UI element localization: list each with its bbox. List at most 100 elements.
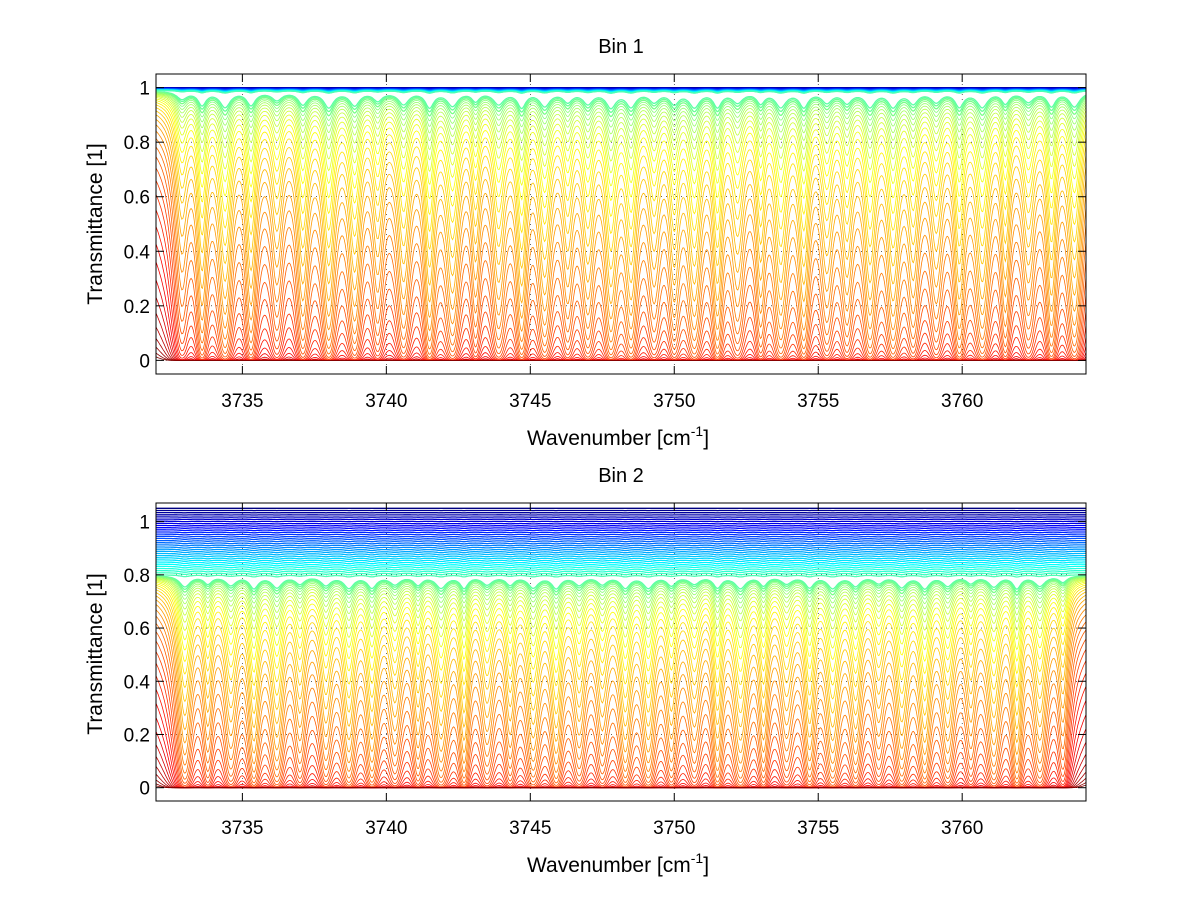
y-tick-label: 0.4 (124, 242, 151, 263)
panel-bin-1: Bin 1 3735 3740 3745 3750 3755 3760 0 0.2 0.4 0.… (84, 36, 1087, 450)
transmittance-series-line (156, 559, 1086, 563)
transmittance-series-line (156, 356, 1086, 361)
panel-2-plot-lines (156, 507, 1086, 789)
transmittance-series-line (156, 784, 1086, 789)
transmittance-series-line (156, 580, 1086, 641)
transmittance-series-line (156, 586, 1086, 688)
transmittance-series-line (156, 243, 1086, 361)
transmittance-series-line (156, 614, 1086, 774)
transmittance-series-line (156, 584, 1086, 675)
transmittance-series-line (156, 100, 1086, 202)
transmittance-series-line (156, 226, 1086, 361)
transmittance-series-line (156, 91, 1086, 113)
x-tick-label: 3740 (365, 391, 407, 412)
transmittance-series-line (156, 89, 1086, 94)
transmittance-series-line (156, 594, 1086, 731)
x-tick-label: 3740 (365, 818, 407, 839)
transmittance-series-line (156, 93, 1086, 135)
transmittance-series-line (156, 527, 1086, 530)
panel-2-title: Bin 2 (598, 465, 644, 487)
x-tick-label: 3760 (941, 391, 983, 412)
transmittance-series-line (156, 130, 1086, 333)
y-tick-label: 0.8 (124, 566, 150, 587)
transmittance-series-line (156, 576, 1086, 605)
y-tick-label: 0.6 (124, 619, 150, 640)
y-tick-label: 1 (139, 513, 150, 534)
transmittance-series-line (156, 575, 1086, 597)
transmittance-series-line (156, 114, 1086, 288)
panel-2-x-ticks: 3735 3740 3745 3750 3755 3760 (221, 503, 983, 839)
transmittance-series-line (156, 577, 1086, 616)
panel-1-x-ticks: 3735 3740 3745 3750 3755 3760 (221, 74, 983, 412)
transmittance-series-line (156, 575, 1086, 591)
transmittance-series-line (156, 542, 1086, 545)
transmittance-series-line (156, 588, 1086, 702)
transmittance-series-line (156, 102, 1086, 218)
transmittance-series-line (156, 563, 1086, 567)
transmittance-series-line (156, 629, 1086, 784)
transmittance-series-line (156, 180, 1086, 360)
transmittance-series-line (156, 98, 1086, 187)
transmittance-series-line (156, 537, 1086, 541)
y-tick-label: 0.2 (124, 725, 150, 746)
transmittance-series-line (156, 194, 1086, 361)
transmittance-series-line (156, 92, 1086, 122)
panel-bin-2: Bin 2 3735 3740 3745 3750 3755 3760 0 0.2 0.4 0.… (84, 465, 1087, 877)
transmittance-series-line (156, 146, 1086, 351)
transmittance-series-line (156, 209, 1086, 361)
transmittance-series-line (156, 539, 1086, 543)
transmittance-series-line (156, 520, 1086, 523)
panel-2-x-axis-label-sup: -1 (691, 850, 704, 866)
panel-1-y-ticks: 0 0.2 0.4 0.6 0.8 1 (124, 79, 1086, 372)
y-tick-label: 0.2 (124, 297, 150, 318)
panel-2-y-ticks: 0 0.2 0.4 0.6 0.8 1 (124, 513, 1086, 800)
transmittance-series-line (156, 621, 1086, 780)
transmittance-series-line (156, 660, 1086, 788)
panel-2-y-axis-label: Transmittance [1] (84, 573, 107, 734)
transmittance-series-line (156, 554, 1086, 558)
y-tick-label: 0 (139, 351, 150, 372)
transmittance-series-line (156, 104, 1086, 235)
panel-1-axes-frame (155, 73, 1087, 375)
panel-1-plot-lines (156, 86, 1086, 361)
x-tick-label: 3735 (221, 818, 263, 839)
transmittance-series-line (156, 91, 1086, 110)
transmittance-series-line (156, 552, 1086, 556)
transmittance-series-line (156, 557, 1086, 561)
transmittance-series-line (156, 579, 1086, 631)
transmittance-series-line (156, 524, 1086, 527)
transmittance-series-line (156, 544, 1086, 547)
transmittance-series-line (156, 167, 1086, 359)
transmittance-series-line (156, 97, 1086, 174)
transmittance-series-line (156, 574, 1086, 578)
panel-2-x-axis-label: Wavenumber [cm-1] (527, 850, 709, 877)
y-tick-label: 0.8 (124, 133, 150, 154)
transmittance-series-line (156, 119, 1086, 305)
transmittance-series-line (156, 124, 1086, 320)
transmittance-series-line (156, 603, 1086, 756)
transmittance-series-line (156, 522, 1086, 525)
transmittance-series-line (156, 581, 1086, 651)
transmittance-series-line (156, 95, 1086, 162)
transmittance-series-line (156, 598, 1086, 744)
transmittance-series-line (156, 548, 1086, 552)
transmittance-series-line (156, 649, 1086, 788)
panel-1-title: Bin 1 (598, 36, 644, 58)
transmittance-series-line (156, 531, 1086, 534)
transmittance-series-line (156, 608, 1086, 766)
transmittance-series-line (156, 529, 1086, 532)
panel-1-y-axis-label: Transmittance [1] (84, 143, 107, 304)
transmittance-series-line (156, 672, 1086, 789)
transmittance-series-line (156, 546, 1086, 550)
transmittance-series-line (156, 550, 1086, 554)
transmittance-series-line (156, 591, 1086, 717)
transmittance-series-line (156, 533, 1086, 536)
x-tick-label: 3735 (221, 391, 263, 412)
x-tick-label: 3755 (797, 818, 839, 839)
transmittance-series-line (156, 638, 1086, 787)
panel-2-axes-frame (155, 502, 1087, 802)
transmittance-series-line (156, 576, 1086, 600)
panel-1-x-axis-label-sup: -1 (691, 423, 704, 439)
x-tick-label: 3750 (653, 391, 695, 412)
transmittance-series-line (156, 110, 1086, 270)
